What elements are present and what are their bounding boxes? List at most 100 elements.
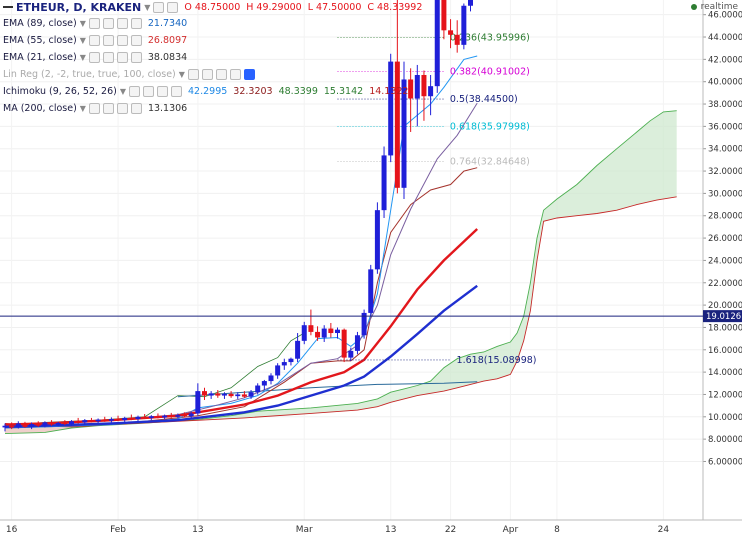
indicator-legend-row[interactable]: MA (200, close) ▼ 13.1306	[3, 101, 187, 115]
x-tick-label: 16	[6, 525, 18, 535]
candlestick-series	[2, 0, 473, 432]
eye-toggle-icon[interactable]	[88, 17, 100, 29]
indicator-legend-row[interactable]: EMA (89, close) ▼ 21.7340	[3, 16, 187, 30]
candle-body	[69, 421, 74, 425]
indicator-name[interactable]: MA (200, close)	[3, 102, 77, 114]
indicator-name[interactable]: EMA (21, close)	[3, 51, 77, 63]
remove-icon[interactable]	[229, 68, 241, 80]
eye-toggle-icon[interactable]	[88, 34, 100, 46]
y-tick-label: 26.00000	[708, 234, 742, 244]
add-icon[interactable]	[116, 102, 128, 114]
cloud-fill	[5, 110, 677, 434]
candle-body	[454, 34, 460, 45]
span-a-line	[4, 110, 677, 435]
remove-icon[interactable]	[130, 51, 142, 63]
settings-icon[interactable]	[102, 34, 114, 46]
indicator-name[interactable]: EMA (89, close)	[3, 17, 77, 29]
candle-body	[82, 420, 88, 423]
remove-icon[interactable]	[171, 85, 182, 97]
candle-body	[2, 425, 8, 428]
indicator-value: 15.3142	[323, 85, 364, 97]
candle-body	[195, 391, 201, 414]
indicator-name[interactable]: Lin Reg (2, -2, true, true, 100, close)	[3, 68, 176, 80]
candle-body	[108, 419, 114, 421]
indicator-legend-row[interactable]: Lin Reg (2, -2, true, true, 100, close) ▼	[3, 67, 255, 81]
candle-body	[102, 419, 108, 421]
visibility-eye-icon[interactable]	[243, 68, 255, 80]
candle-body	[368, 269, 374, 313]
candle-body	[388, 61, 394, 156]
y-tick-label: 34.00000	[708, 145, 742, 155]
settings-icon[interactable]	[143, 85, 154, 97]
candle-body	[354, 335, 360, 351]
remove-icon[interactable]	[130, 102, 142, 114]
settings-icon[interactable]	[167, 1, 179, 13]
horizontal-level-tag	[703, 310, 742, 323]
add-icon[interactable]	[116, 34, 128, 46]
eye-toggle-icon[interactable]	[129, 85, 140, 97]
chevron-down-icon[interactable]: ▼	[178, 69, 185, 79]
chevron-down-icon[interactable]: ▼	[119, 86, 126, 96]
fib-level-label: 1.618(15.08998)	[457, 355, 537, 366]
candle-body	[128, 417, 134, 420]
candle-body	[9, 425, 15, 428]
candle-body	[15, 423, 21, 428]
remove-icon[interactable]	[130, 17, 142, 29]
y-tick-label: 8.00000	[708, 435, 742, 445]
y-tick-label: 6.00000	[708, 457, 742, 467]
candle-body	[122, 417, 128, 421]
candle-body	[361, 312, 367, 336]
indicator-legend-row[interactable]: EMA (55, close) ▼ 26.8097	[3, 33, 187, 47]
y-tick-label: 30.00000	[708, 189, 742, 199]
indicator-value: 38.0834	[147, 51, 188, 63]
chevron-down-icon[interactable]: ▼	[79, 52, 86, 62]
candle-body	[208, 393, 214, 396]
eye-toggle-icon[interactable]	[88, 51, 100, 63]
fib-level-label: 0.5(38.44500)	[450, 94, 518, 105]
symbol-title[interactable]: ETHEUR, D, KRAKEN	[16, 0, 142, 14]
candle-body	[29, 424, 35, 427]
settings-icon[interactable]	[102, 17, 114, 29]
candle-body	[335, 329, 340, 334]
eye-toggle-icon[interactable]	[153, 1, 165, 13]
indicator-value: 14.1322	[369, 85, 409, 97]
indicator-name[interactable]: Ichimoku (9, 26, 52, 26)	[3, 85, 117, 97]
indicator-legend-row[interactable]: EMA (21, close) ▼ 38.0834	[3, 50, 187, 64]
chevron-down-icon[interactable]: ▼	[144, 2, 151, 12]
candle-body	[49, 422, 55, 425]
indicator-legend-row[interactable]: Ichimoku (9, 26, 52, 26) ▼ 42.2995 32.3203 4…	[3, 84, 408, 98]
close-value: C 48.33992	[367, 1, 423, 13]
candle-body	[288, 358, 294, 363]
eye-toggle-icon[interactable]	[88, 102, 100, 114]
indicator-name[interactable]: EMA (55, close)	[3, 34, 77, 46]
candle-body	[202, 391, 207, 396]
x-tick-label: Feb	[110, 525, 126, 535]
candle-body	[301, 325, 307, 341]
settings-icon[interactable]	[201, 68, 213, 80]
indicator-value: 48.3399	[278, 85, 318, 97]
chevron-down-icon[interactable]: ▼	[79, 35, 86, 45]
add-icon[interactable]	[116, 17, 128, 29]
chevron-down-icon[interactable]: ▼	[79, 103, 86, 113]
candle-body	[321, 328, 327, 338]
settings-icon[interactable]	[102, 102, 114, 114]
y-tick-label: 42.00000	[708, 55, 742, 65]
y-tick-label: 22.00000	[708, 279, 742, 289]
eye-toggle-icon[interactable]	[187, 68, 199, 80]
candle-body	[62, 422, 68, 425]
add-icon[interactable]	[116, 51, 128, 63]
candle-body	[255, 385, 261, 393]
add-icon[interactable]	[215, 68, 227, 80]
settings-icon[interactable]	[102, 51, 114, 63]
span-b-line	[4, 196, 677, 428]
realtime-label: realtime	[700, 2, 738, 12]
candle-body	[468, 0, 473, 6]
candle-body	[461, 5, 467, 45]
candle-body	[381, 155, 387, 211]
remove-icon[interactable]	[130, 34, 142, 46]
candle-body	[308, 325, 314, 332]
chevron-down-icon[interactable]: ▼	[79, 18, 86, 28]
horizontal-level-tag-label: 19.0126	[706, 312, 741, 322]
add-icon[interactable]	[157, 85, 168, 97]
